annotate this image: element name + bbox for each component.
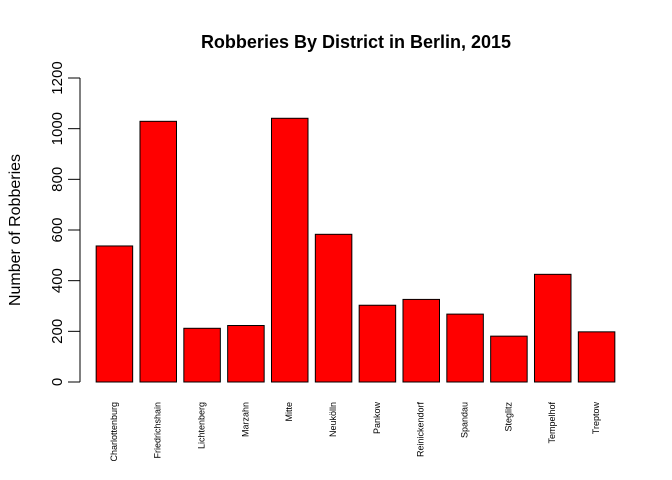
- y-axis-ticks: 0 200 400 600 800 1000 1200: [49, 61, 80, 386]
- bar-marzahn: [227, 325, 265, 383]
- y-tick-label: 800: [49, 167, 66, 192]
- x-tick-label: Steglitz: [503, 402, 513, 432]
- bar-charlottenburg: [95, 245, 134, 383]
- bar-pankow: [358, 304, 397, 383]
- y-tick-label: 1000: [49, 112, 66, 145]
- x-tick-label: Spandau: [459, 402, 469, 438]
- x-tick-label: Mitte: [284, 402, 294, 422]
- y-tick-label: 200: [49, 319, 66, 344]
- x-tick-label: Friedrichshain: [153, 402, 163, 459]
- x-tick-label: Marzahn: [240, 402, 250, 437]
- bar-steglitz: [490, 335, 528, 383]
- x-tick-label: Tempelhof: [547, 402, 557, 444]
- chart-title: Robberies By District in Berlin, 2015: [201, 32, 511, 52]
- x-tick-label: Treptow: [591, 402, 601, 435]
- x-tick-label: Neukölln: [328, 402, 338, 437]
- y-tick-label: 1200: [49, 61, 66, 94]
- bar-reinickendorf: [402, 298, 440, 383]
- bar-lichtenberg: [183, 327, 221, 383]
- x-tick-label: Pankow: [372, 402, 382, 435]
- x-axis-labels: Charlottenburg Friedrichshain Lichtenberg M…: [109, 402, 601, 462]
- y-tick-label: 400: [49, 268, 66, 293]
- bars-group: [95, 117, 616, 383]
- bar-neuklln: [314, 233, 353, 383]
- bar-friedrichshain: [139, 120, 178, 383]
- x-tick-label: Lichtenberg: [196, 402, 206, 449]
- bar-spandau: [446, 313, 484, 383]
- y-axis-label: Number of Robberies: [7, 154, 24, 306]
- y-tick-label: 600: [49, 217, 66, 242]
- x-tick-label: Reinickendorf: [416, 402, 426, 458]
- x-tick-label: Charlottenburg: [109, 402, 119, 462]
- y-tick-label: 0: [49, 378, 66, 386]
- bar-mitte: [270, 117, 309, 383]
- bar-treptow: [577, 331, 616, 383]
- bar-tempelhof: [533, 273, 572, 383]
